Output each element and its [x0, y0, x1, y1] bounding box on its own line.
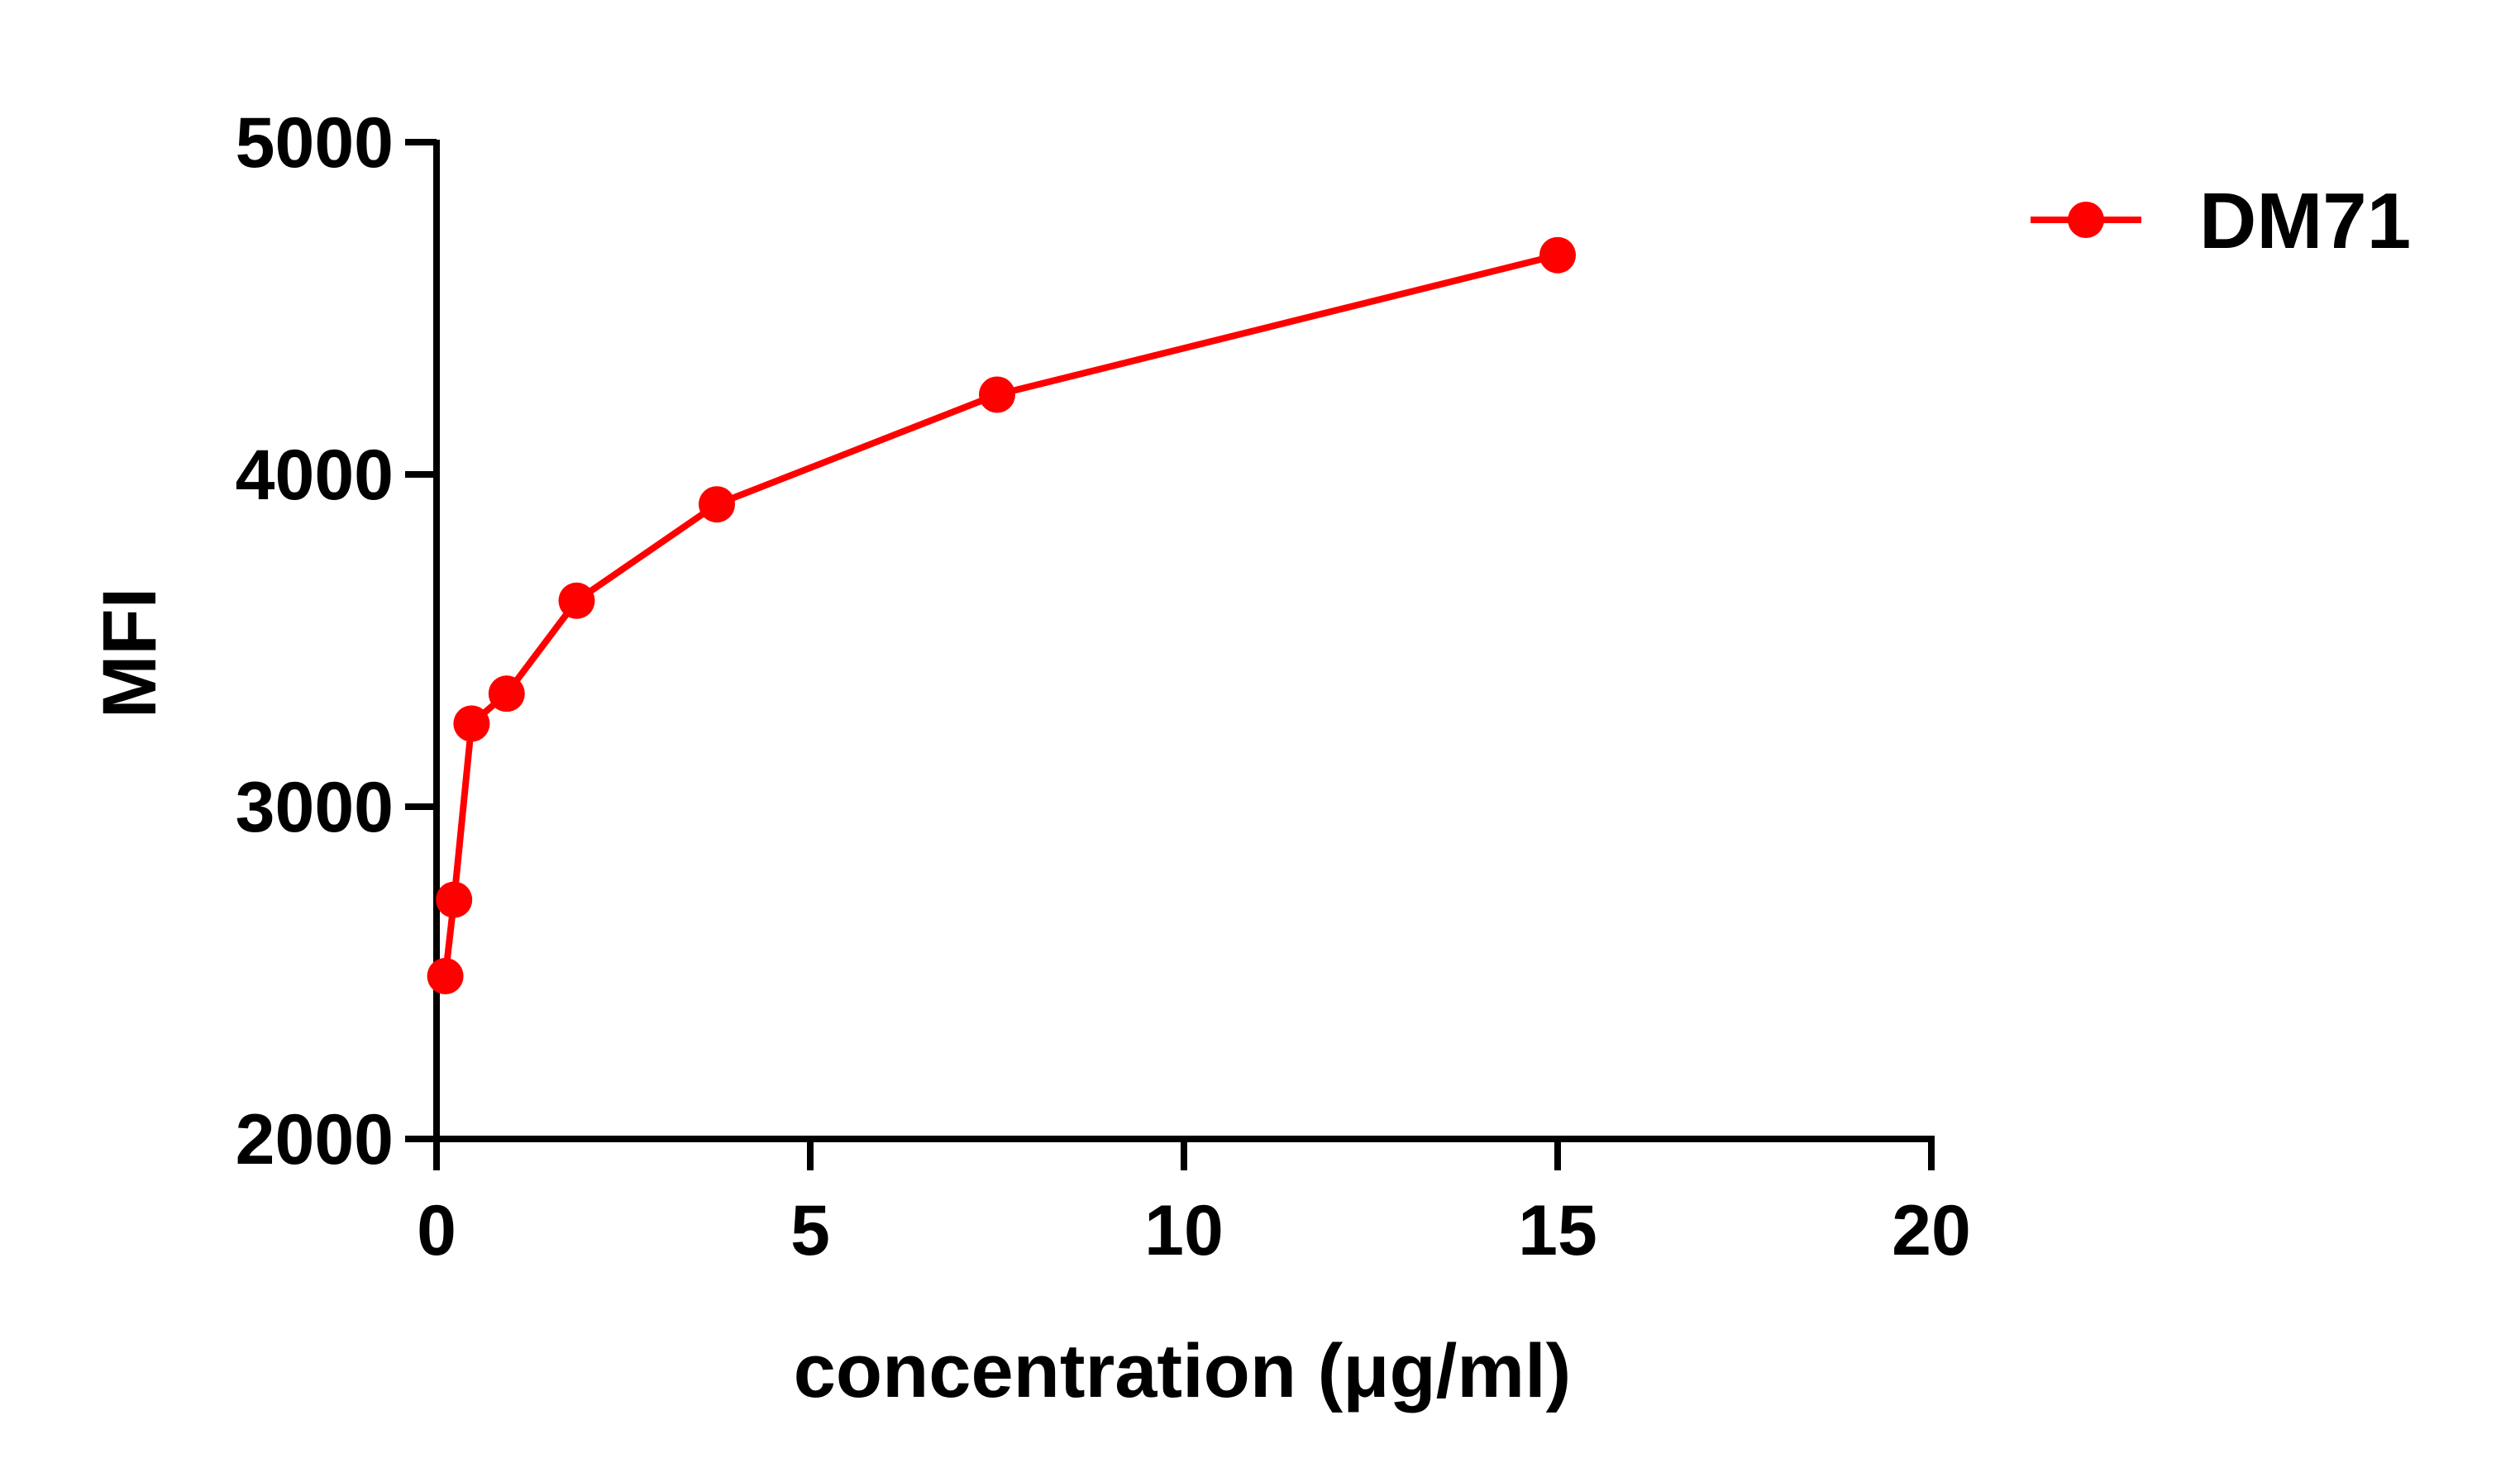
y-axis-title: MFI: [88, 588, 172, 718]
data-point: [979, 376, 1015, 413]
x-tick-label: 20: [1892, 1191, 1971, 1270]
series-line: [441, 251, 1558, 977]
series-layer: [427, 236, 1576, 994]
data-point: [488, 675, 525, 712]
tick-marks: [405, 139, 1935, 1170]
data-point: [699, 486, 735, 523]
y-tick-label: 3000: [236, 768, 394, 847]
x-tick-label: 5: [790, 1191, 830, 1270]
y-tick-label: 5000: [236, 103, 394, 183]
data-point: [453, 705, 490, 742]
x-axis-title: concentration (μg/ml): [794, 1329, 1572, 1413]
legend-marker: [2068, 202, 2104, 238]
data-point: [1539, 236, 1576, 274]
data-point: [436, 881, 473, 918]
legend-label: DM71: [2199, 177, 2411, 265]
data-point: [558, 582, 595, 619]
axes: [433, 140, 1935, 1142]
data-point: [427, 958, 464, 994]
x-tick-label: 0: [417, 1191, 456, 1270]
y-tick-label: 2000: [236, 1100, 394, 1179]
x-tick-label: 10: [1144, 1191, 1224, 1270]
y-tick-label: 4000: [236, 436, 394, 515]
tick-labels: 2000 3000 4000 5000 0 5 10 15 20: [236, 103, 1971, 1270]
x-tick-label: 15: [1518, 1191, 1597, 1270]
legend: DM71: [2031, 177, 2411, 265]
